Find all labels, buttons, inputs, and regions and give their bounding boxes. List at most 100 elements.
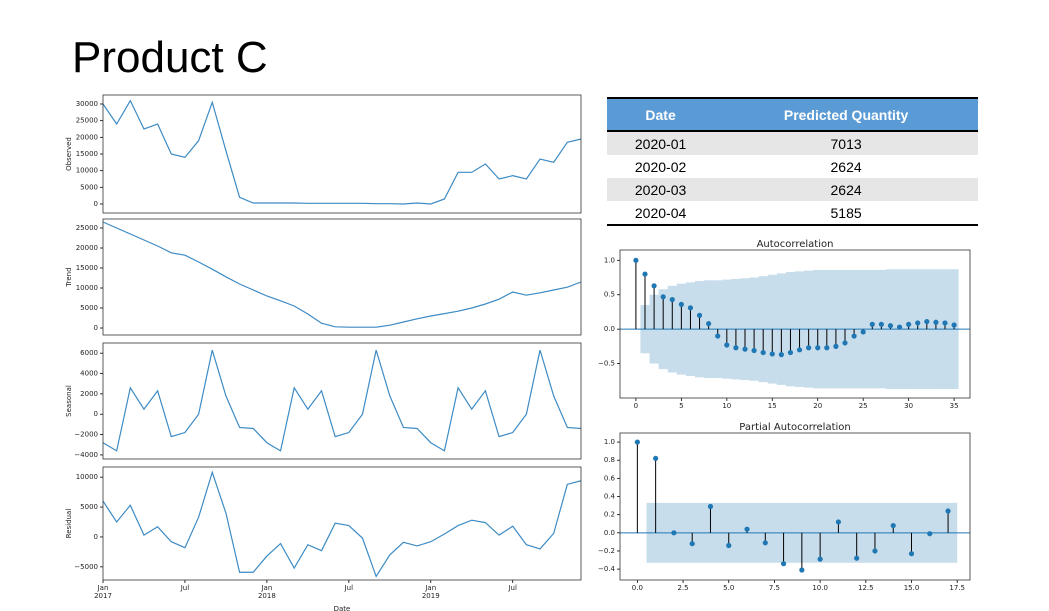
y-tick-label: 5000 <box>80 183 98 191</box>
y-tick-label: 0.8 <box>604 456 615 464</box>
table-row: 2020-01 7013 <box>607 131 978 155</box>
stem-marker <box>706 321 712 327</box>
x-tick-label: Jan 2019 <box>421 584 440 600</box>
stem-marker <box>854 555 860 561</box>
y-axis-label: Seasonal <box>65 385 73 417</box>
y-tick-label: 0 <box>94 324 98 332</box>
stem-marker <box>715 333 721 339</box>
stem-marker <box>642 271 648 277</box>
x-tick-label: 0 <box>633 402 639 410</box>
stem-marker <box>696 312 703 318</box>
stem-marker <box>678 301 684 307</box>
stem-marker <box>915 320 921 326</box>
y-tick-label: 25000 <box>76 117 98 125</box>
stem-marker <box>780 561 787 567</box>
stem-marker <box>660 294 666 300</box>
stem-marker <box>851 333 857 339</box>
stem-marker <box>726 542 732 549</box>
x-tick-label: 10.0 <box>812 584 828 592</box>
y-tick-label: 0.4 <box>604 493 616 501</box>
y-tick-label: 1.0 <box>604 438 615 446</box>
stem-marker <box>689 541 695 547</box>
series-line <box>102 349 582 452</box>
y-tick-label: 10000 <box>76 473 98 481</box>
y-tick-label: 20000 <box>76 244 98 252</box>
stem-marker <box>733 345 739 351</box>
stem-marker <box>817 556 823 562</box>
x-tick-label: 0.0 <box>631 584 643 592</box>
stem-marker <box>842 340 848 346</box>
stem-marker <box>796 347 803 353</box>
plot-frame <box>102 94 582 214</box>
stem-marker <box>707 503 714 510</box>
plot-frame <box>102 218 582 336</box>
header-row: Date Predicted Quantity <box>607 97 978 132</box>
stem-marker <box>687 305 694 311</box>
table-cell: 2624 <box>714 178 978 201</box>
chart-title: Autocorrelation <box>757 239 834 250</box>
header-cell: Predicted Quantity <box>714 97 978 132</box>
y-tick-label: 15000 <box>76 264 98 272</box>
stem-marker <box>651 283 657 289</box>
table-cell: 2624 <box>830 158 862 175</box>
header-cell: Date <box>607 97 715 132</box>
y-tick-label: 4000 <box>80 370 98 378</box>
stem-marker <box>927 531 933 537</box>
table-body: 2020-01 7013 2020-02 2624 2020-03 2624 2020-04… <box>607 131 978 226</box>
stem-marker <box>951 322 957 328</box>
y-tick-label: 0.5 <box>604 291 615 299</box>
series-line <box>102 470 582 578</box>
stem-marker <box>833 343 839 349</box>
stem-marker <box>933 319 939 325</box>
x-tick-label: 35 <box>949 402 959 410</box>
slide-title: Product C <box>72 33 268 82</box>
y-axis-label: Observed <box>65 137 73 171</box>
stem-marker <box>742 346 748 352</box>
y-tick-label: 2000 <box>80 390 98 398</box>
x-tick-label: 15.0 <box>903 584 920 592</box>
table-cell: 7013 <box>714 131 978 155</box>
y-tick-label: 6000 <box>80 349 98 357</box>
stem-marker <box>634 439 640 445</box>
x-tick-label: Jul <box>180 584 190 592</box>
y-tick-label: 10000 <box>76 167 98 175</box>
stem-marker <box>671 530 677 536</box>
stem-marker <box>945 508 951 514</box>
y-tick-label: 0.6 <box>604 474 616 482</box>
stem-marker <box>669 296 675 303</box>
stem-marker <box>760 349 766 356</box>
stem-marker <box>762 540 768 546</box>
y-tick-label: 30000 <box>76 100 98 108</box>
x-tick-label: Jul <box>344 584 354 592</box>
plot-frame <box>102 342 582 460</box>
stem-marker <box>769 351 775 357</box>
y-tick-label: −2000 <box>74 431 98 439</box>
stem-marker <box>744 526 750 532</box>
y-tick-label: 1.0 <box>604 256 615 264</box>
y-tick-label: 5000 <box>80 304 98 312</box>
plot-frame <box>619 432 971 581</box>
table-cell: 2020-02 <box>634 158 687 175</box>
stem-marker <box>872 548 878 554</box>
y-tick-label: 0 <box>94 533 98 541</box>
table-cell: 2020-04 <box>607 201 715 226</box>
x-tick-label: 20 <box>813 402 823 410</box>
x-tick-label: 5 <box>679 402 684 410</box>
stem-marker <box>633 257 639 263</box>
stem-marker <box>835 519 842 525</box>
stem-marker <box>824 345 830 351</box>
table-row: 2020-04 5185 <box>607 201 978 226</box>
x-tick-label: 2.5 <box>677 584 689 592</box>
y-tick-label: −4000 <box>74 451 98 459</box>
x-tick-label: 30 <box>904 402 914 410</box>
x-tick-label: 15 <box>767 402 777 410</box>
table-cell: 5185 <box>714 201 978 226</box>
y-tick-label: 5000 <box>80 503 98 511</box>
table-cell: 2020-01 <box>607 131 715 155</box>
x-tick-label: Jan 2017 <box>94 584 112 600</box>
y-tick-label: −5000 <box>74 563 98 571</box>
table-row: 2020-02 2624 <box>607 155 978 178</box>
stem-marker <box>908 551 915 557</box>
stem-marker <box>653 455 659 462</box>
